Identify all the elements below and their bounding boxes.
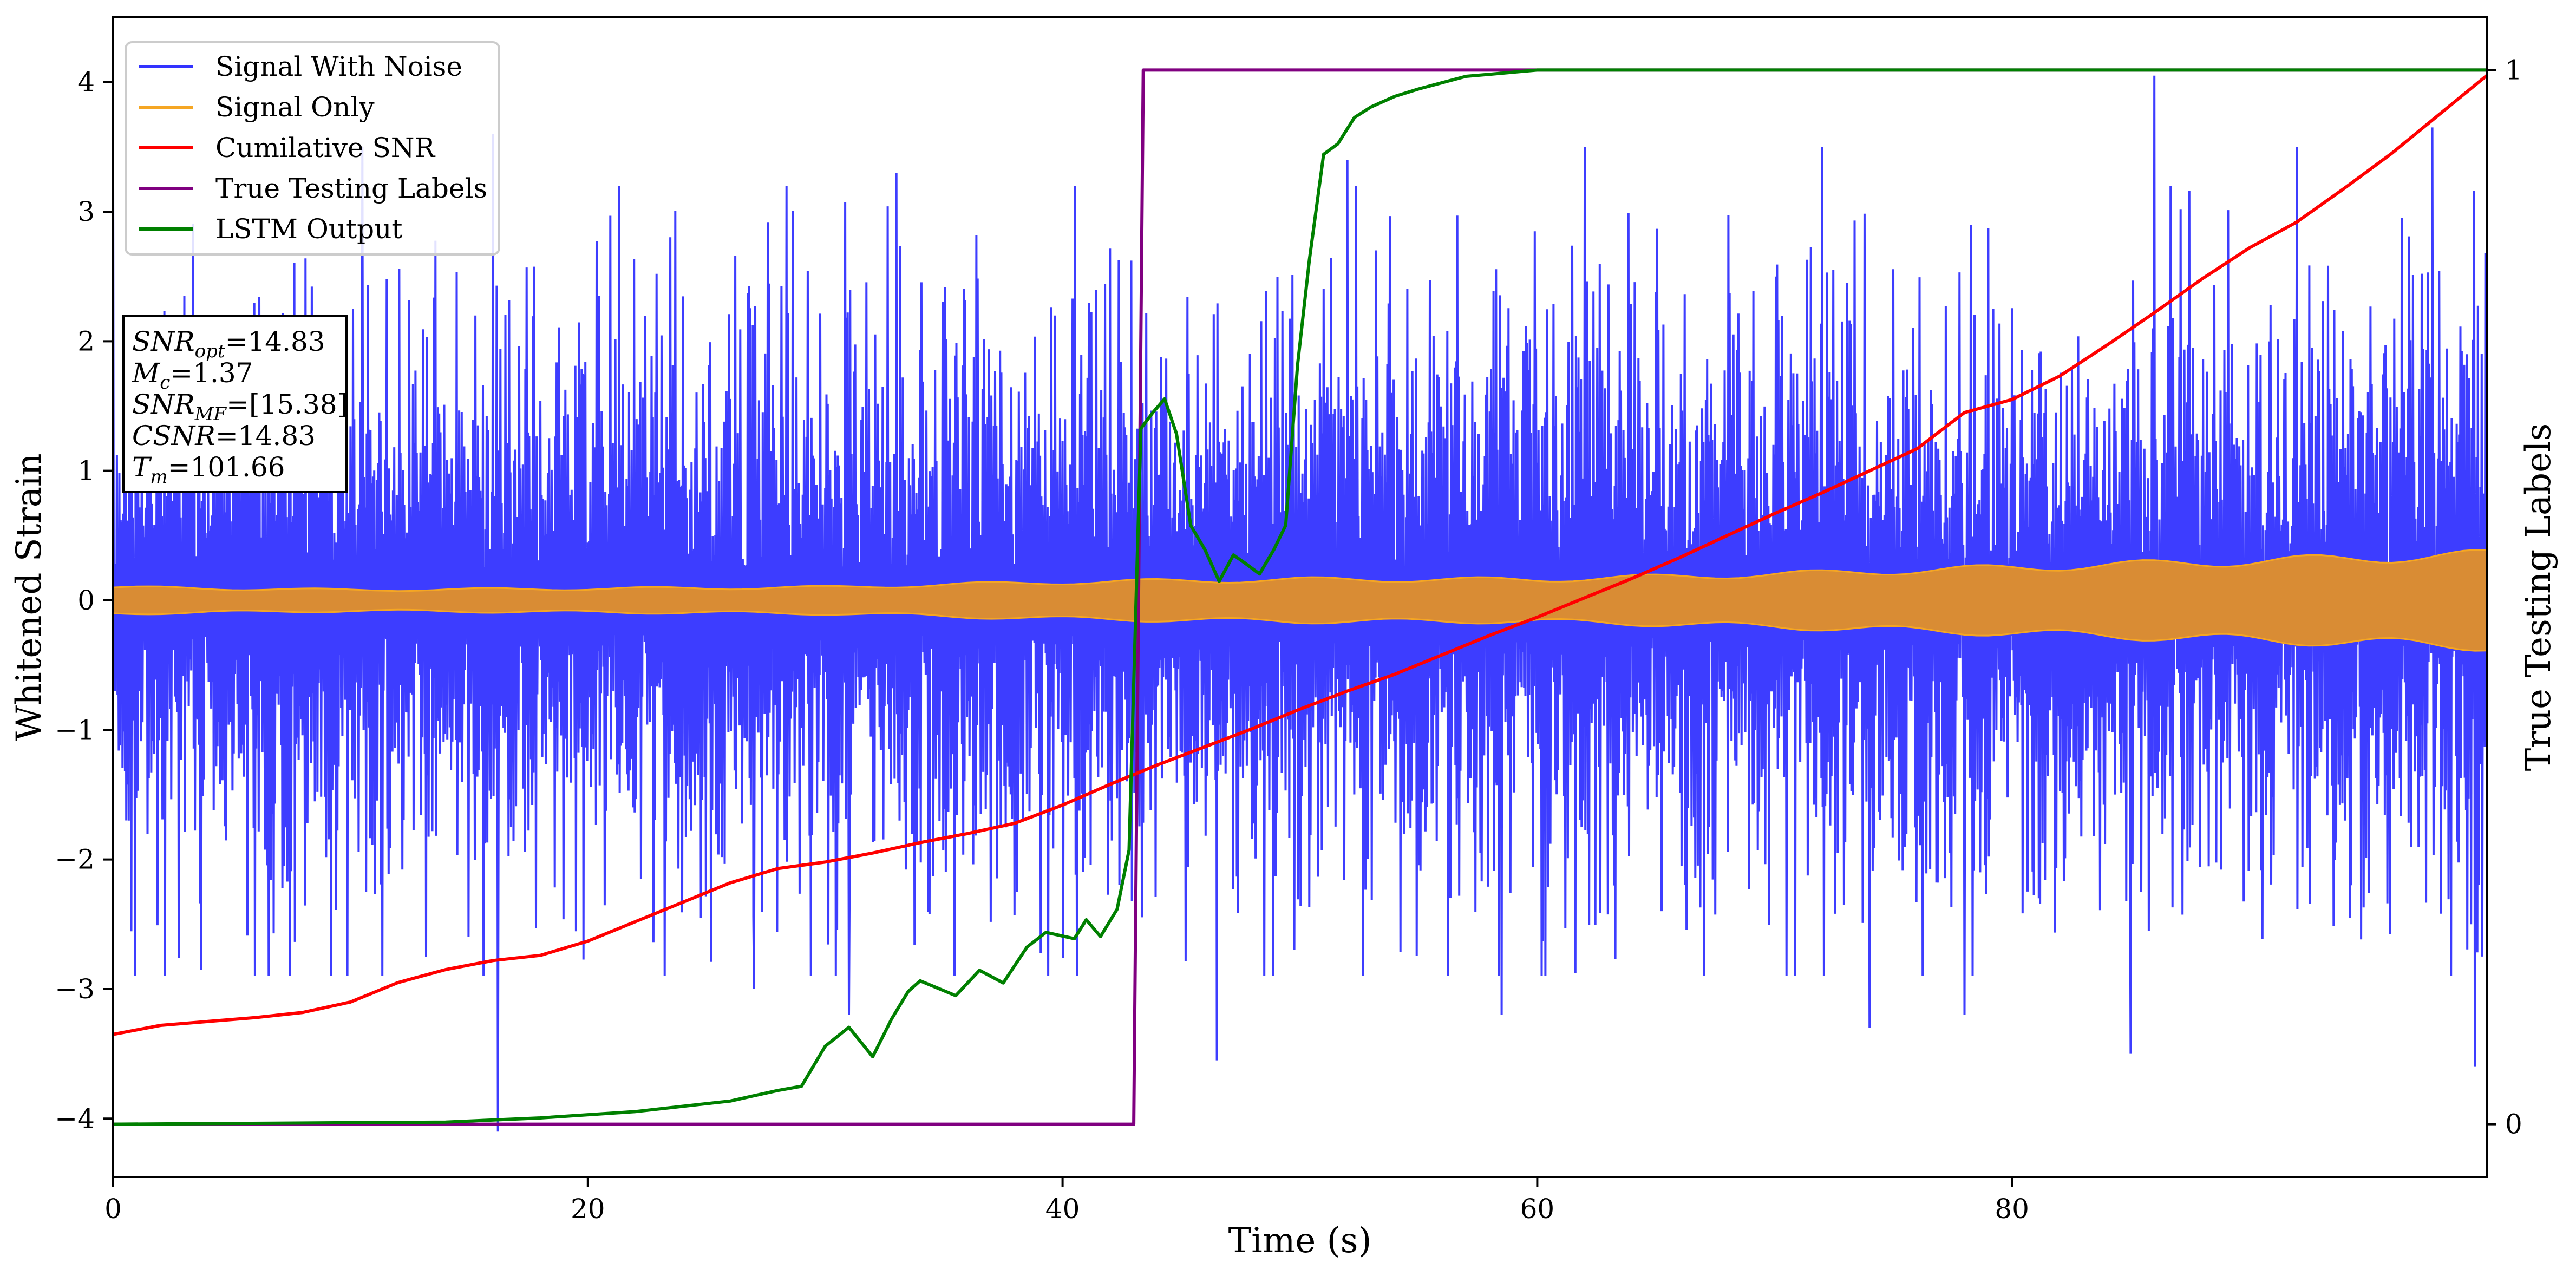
annotation-frame <box>122 315 348 493</box>
y-tick-left-label: −2 <box>55 844 95 875</box>
series-signal-only <box>113 549 2487 652</box>
y-axis-right-label: True Testing Labels <box>2519 423 2559 771</box>
y-tick-left-label: 3 <box>77 196 95 227</box>
legend-label: Signal With Noise <box>215 51 462 82</box>
series-layer <box>113 68 2487 1132</box>
y-tick-right-label: 0 <box>2505 1109 2522 1140</box>
y-tick-left-label: 4 <box>77 67 95 98</box>
legend-label: Signal Only <box>215 91 375 123</box>
y-tick-left-label: −3 <box>55 973 95 1005</box>
y-tick-right-label: 1 <box>2505 54 2522 86</box>
x-tick-label: 20 <box>571 1193 605 1225</box>
x-axis-label: Time (s) <box>1228 1221 1372 1261</box>
annotation-line: CSNR=14.83 <box>132 420 316 451</box>
x-tick-label: 80 <box>1995 1193 2029 1225</box>
y-axis-left: −4 −3 −2 −1 0 1 2 3 4 <box>55 67 113 1134</box>
annotation-line: Mc=1.37 <box>132 357 253 394</box>
annotation-line: SNRMF=[15.38] <box>132 389 348 425</box>
series-cumilative-snr <box>113 74 2487 1036</box>
plot-frame <box>112 16 2488 1178</box>
y-axis-right: 01 <box>2487 54 2522 1140</box>
legend-label: LSTM Output <box>215 213 402 245</box>
x-tick-label: 60 <box>1520 1193 1555 1225</box>
legend-frame <box>125 41 500 256</box>
legend: Signal With Noise Signal Only Cumilative S… <box>125 41 500 256</box>
x-tick-label: 0 <box>104 1193 122 1225</box>
annotation-line: Tm=101.66 <box>132 451 285 488</box>
y-axis-left-label: Whitened Strain <box>9 453 49 741</box>
annotation-line: SNRopt=14.83 <box>132 326 325 362</box>
y-tick-left-label: −4 <box>55 1103 95 1134</box>
y-tick-left-label: 0 <box>77 585 95 616</box>
annotation-box: SNRopt=14.83Mc=1.37SNRMF=[15.38]CSNR=14.… <box>122 315 348 493</box>
x-tick-label: 40 <box>1045 1193 1080 1225</box>
y-tick-left-label: 2 <box>77 325 95 357</box>
x-axis: 0 20 40 60 80 <box>104 1177 2029 1225</box>
legend-label: Cumilative SNR <box>215 132 435 163</box>
series-lstm-output <box>113 68 2487 1126</box>
y-tick-left-label: 1 <box>77 455 95 487</box>
y-tick-left-label: −1 <box>55 714 95 745</box>
legend-label: True Testing Labels <box>215 173 487 204</box>
